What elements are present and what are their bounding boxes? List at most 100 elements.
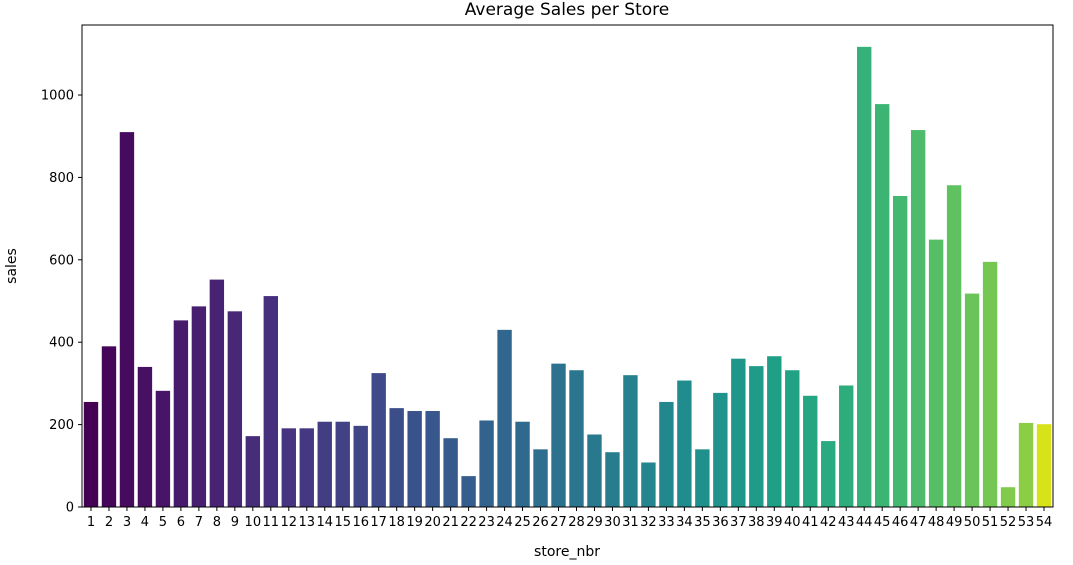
x-tick-label: 6 [177,515,185,530]
bar-store-52 [1000,487,1016,507]
bar-store-50 [964,293,980,507]
x-tick-label: 35 [694,515,711,530]
x-tick-label: 28 [568,515,585,530]
bars-group [83,46,1052,508]
x-tick-label: 8 [213,515,221,530]
bar-store-28 [569,370,584,507]
x-tick-label: 32 [640,515,657,530]
bar-store-49 [946,185,962,507]
bar-store-12 [281,428,296,507]
x-tick-label: 15 [334,515,351,530]
bar-store-24 [497,329,512,507]
bar-store-27 [551,363,566,507]
x-tick-label: 29 [586,515,603,530]
bar-store-22 [461,476,476,507]
x-tick-label: 13 [298,515,315,530]
x-tick-label: 39 [766,515,783,530]
bar-store-53 [1018,422,1034,507]
bar-store-2 [101,346,117,507]
bar-store-19 [407,411,422,507]
bar-store-25 [515,421,530,507]
bar-store-9 [227,311,243,507]
bar-store-14 [317,421,332,507]
x-tick-label: 3 [123,515,131,530]
x-tick-label: 26 [532,515,549,530]
x-tick-label: 19 [406,515,423,530]
y-tick-label: 400 [49,336,74,351]
bar-store-8 [209,279,225,507]
x-tick-label: 52 [1000,515,1017,530]
x-tick-label: 37 [730,515,747,530]
x-tick-label: 21 [442,515,459,530]
y-tick-label: 1000 [41,89,74,104]
bar-store-4 [137,366,153,507]
x-axis-label: store_nbr [534,544,600,560]
x-tick-label: 11 [263,515,280,530]
x-tick-label: 14 [316,515,333,530]
x-tick-label: 50 [964,515,981,530]
bar-store-36 [713,392,728,507]
bar-store-17 [371,373,386,507]
x-tick-label: 25 [514,515,531,530]
x-tick-label: 33 [658,515,675,530]
bar-store-13 [299,428,314,507]
bar-store-10 [245,436,261,507]
bar-store-38 [749,366,764,507]
x-tick-label: 2 [105,515,113,530]
bar-store-45 [874,104,890,507]
bar-store-37 [731,358,746,507]
bar-store-11 [263,296,278,507]
bar-store-20 [425,411,440,507]
bar-store-42 [821,441,836,507]
y-tick-label: 200 [49,418,74,433]
x-tick-label: 5 [159,515,167,530]
x-tick-label: 38 [748,515,765,530]
x-tick-label: 40 [784,515,801,530]
x-tick-label: 4 [141,515,149,530]
x-tick-label: 27 [550,515,567,530]
bar-store-16 [353,425,368,507]
bar-store-54 [1036,424,1052,507]
y-tick-label: 0 [66,501,74,516]
x-tick-label: 36 [712,515,729,530]
bar-store-35 [695,449,710,507]
x-tick-label: 20 [424,515,441,530]
x-tick-label: 16 [352,515,369,530]
bar-store-5 [155,390,171,507]
x-tick-label: 18 [388,515,405,530]
bar-store-1 [83,401,99,507]
bar-store-47 [910,130,926,508]
bar-store-15 [335,421,350,507]
bar-store-23 [479,420,494,507]
x-tick-label: 31 [622,515,639,530]
x-tick-label: 23 [478,515,495,530]
bar-store-41 [803,395,818,507]
x-tick-label: 24 [496,515,513,530]
x-tick-label: 42 [820,515,837,530]
x-tick-label: 51 [982,515,999,530]
bar-store-31 [623,375,638,507]
x-tick-label: 10 [245,515,262,530]
y-axis: 0 200 400 600 800 1000 [41,89,82,516]
bar-store-46 [892,195,908,507]
x-tick-label: 41 [802,515,819,530]
bar-store-7 [191,306,207,507]
x-tick-label: 34 [676,515,693,530]
bar-store-6 [173,320,189,507]
y-axis-label: sales [4,248,20,284]
x-tick-label: 9 [231,515,239,530]
x-tick-label: 12 [281,515,298,530]
x-tick-label: 47 [910,515,927,530]
x-tick-label: 22 [460,515,477,530]
x-tick-label: 46 [892,515,909,530]
x-tick-label: 1 [87,515,95,530]
bar-store-30 [605,452,620,507]
x-tick-label: 17 [370,515,387,530]
x-tick-label: 48 [928,515,945,530]
x-tick-label: 53 [1018,515,1035,530]
bar-store-48 [928,239,944,507]
chart-title: Average Sales per Store [465,0,669,20]
bar-store-43 [839,385,854,507]
bar-store-3 [119,132,135,507]
bar-store-40 [785,370,800,507]
